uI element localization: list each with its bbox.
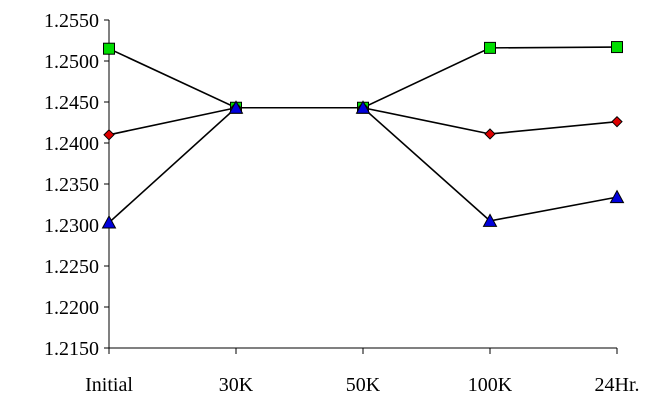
data-point-diamond (484, 128, 496, 140)
x-tick-label: Initial (85, 374, 133, 396)
data-point-triangle (609, 189, 625, 204)
y-tick-label: 1.2200 (44, 297, 99, 319)
data-point-triangle (228, 100, 244, 114)
y-tick-label: 1.2450 (44, 92, 99, 114)
series-layer (101, 41, 625, 229)
series-line-triangle (108, 106, 618, 224)
data-point-square (103, 42, 115, 55)
x-tick-label: 100K (468, 374, 513, 396)
y-tick-label: 1.2550 (44, 10, 99, 32)
data-point-square (611, 41, 623, 54)
x-tick-label: 24Hr. (595, 374, 640, 396)
y-tick-label: 1.2350 (44, 174, 99, 196)
y-tick-label: 1.2400 (44, 133, 99, 155)
data-point-triangle (355, 100, 371, 114)
data-point-triangle (482, 213, 498, 227)
y-axis: 1.2150 1.2200 1.2250 1.2300 1.2350 1.2400 1.24… (44, 10, 110, 360)
data-point-triangle (101, 214, 117, 229)
data-point-diamond (103, 129, 115, 141)
y-tick-label: 1.2300 (44, 215, 99, 237)
x-tick-label: 30K (219, 374, 254, 396)
x-axis: Initial 30K 50K 100K 24Hr. (85, 347, 640, 396)
series-line-square (108, 46, 618, 109)
y-tick-label: 1.2150 (44, 338, 99, 360)
x-tick-label: 50K (346, 374, 381, 396)
data-point-square (484, 41, 496, 54)
data-point-diamond (611, 115, 623, 128)
y-tick-label: 1.2250 (44, 256, 99, 278)
y-tick-label: 1.2500 (44, 51, 99, 73)
